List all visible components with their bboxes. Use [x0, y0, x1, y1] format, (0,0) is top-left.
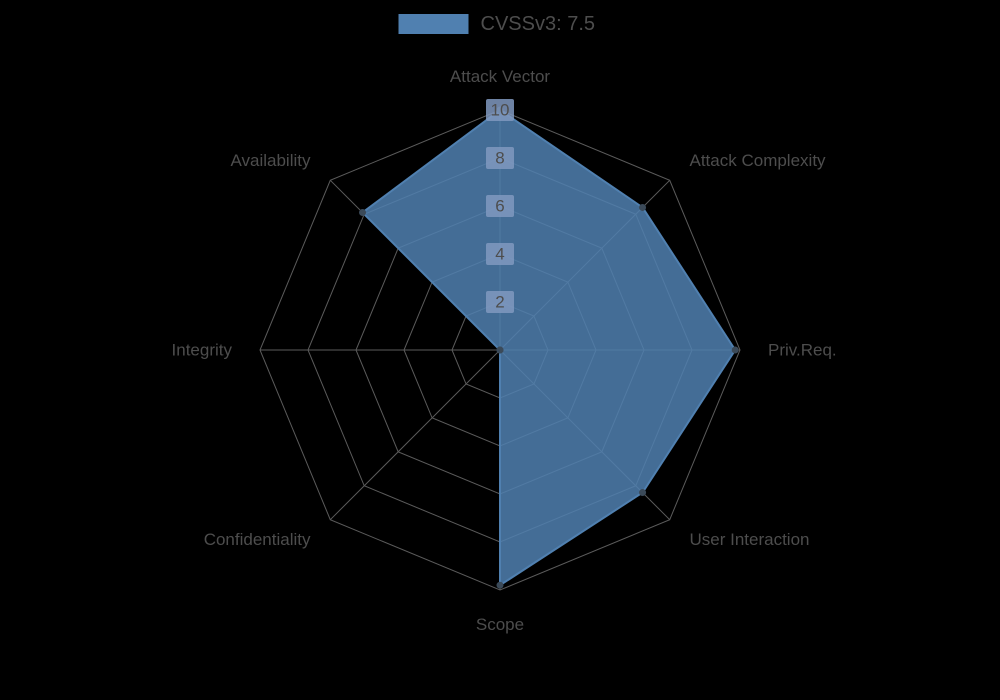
tick-label: 6 [495, 197, 504, 216]
data-point [732, 347, 739, 354]
radar-chart: 2 4 6 8 10 Attack Vector Attack Complexity Priv… [0, 0, 1000, 700]
axis-label: Attack Vector [450, 67, 550, 86]
data-point [639, 489, 646, 496]
data-point [497, 582, 504, 589]
axis-label: Confidentiality [204, 530, 311, 549]
tick-label: 8 [495, 149, 504, 168]
legend: CVSSv3: 7.5 [399, 13, 596, 35]
data-point [497, 347, 504, 354]
legend-label: CVSSv3: 7.5 [481, 13, 596, 35]
data-point [639, 204, 646, 211]
tick-label: 2 [495, 293, 504, 312]
legend-swatch [399, 14, 469, 34]
axis-label: Attack Complexity [690, 151, 827, 170]
axis-label: Priv.Req. [768, 341, 837, 360]
axis-label: Integrity [172, 341, 233, 360]
data-point [359, 209, 366, 216]
axis-label: Availability [230, 151, 311, 170]
axis-label: Scope [476, 615, 524, 634]
tick-label: 4 [495, 245, 504, 264]
axis-label: User Interaction [690, 530, 810, 549]
tick-label: 10 [491, 101, 510, 120]
radar-chart-container: 2 4 6 8 10 Attack Vector Attack Complexity Priv… [0, 0, 1000, 700]
